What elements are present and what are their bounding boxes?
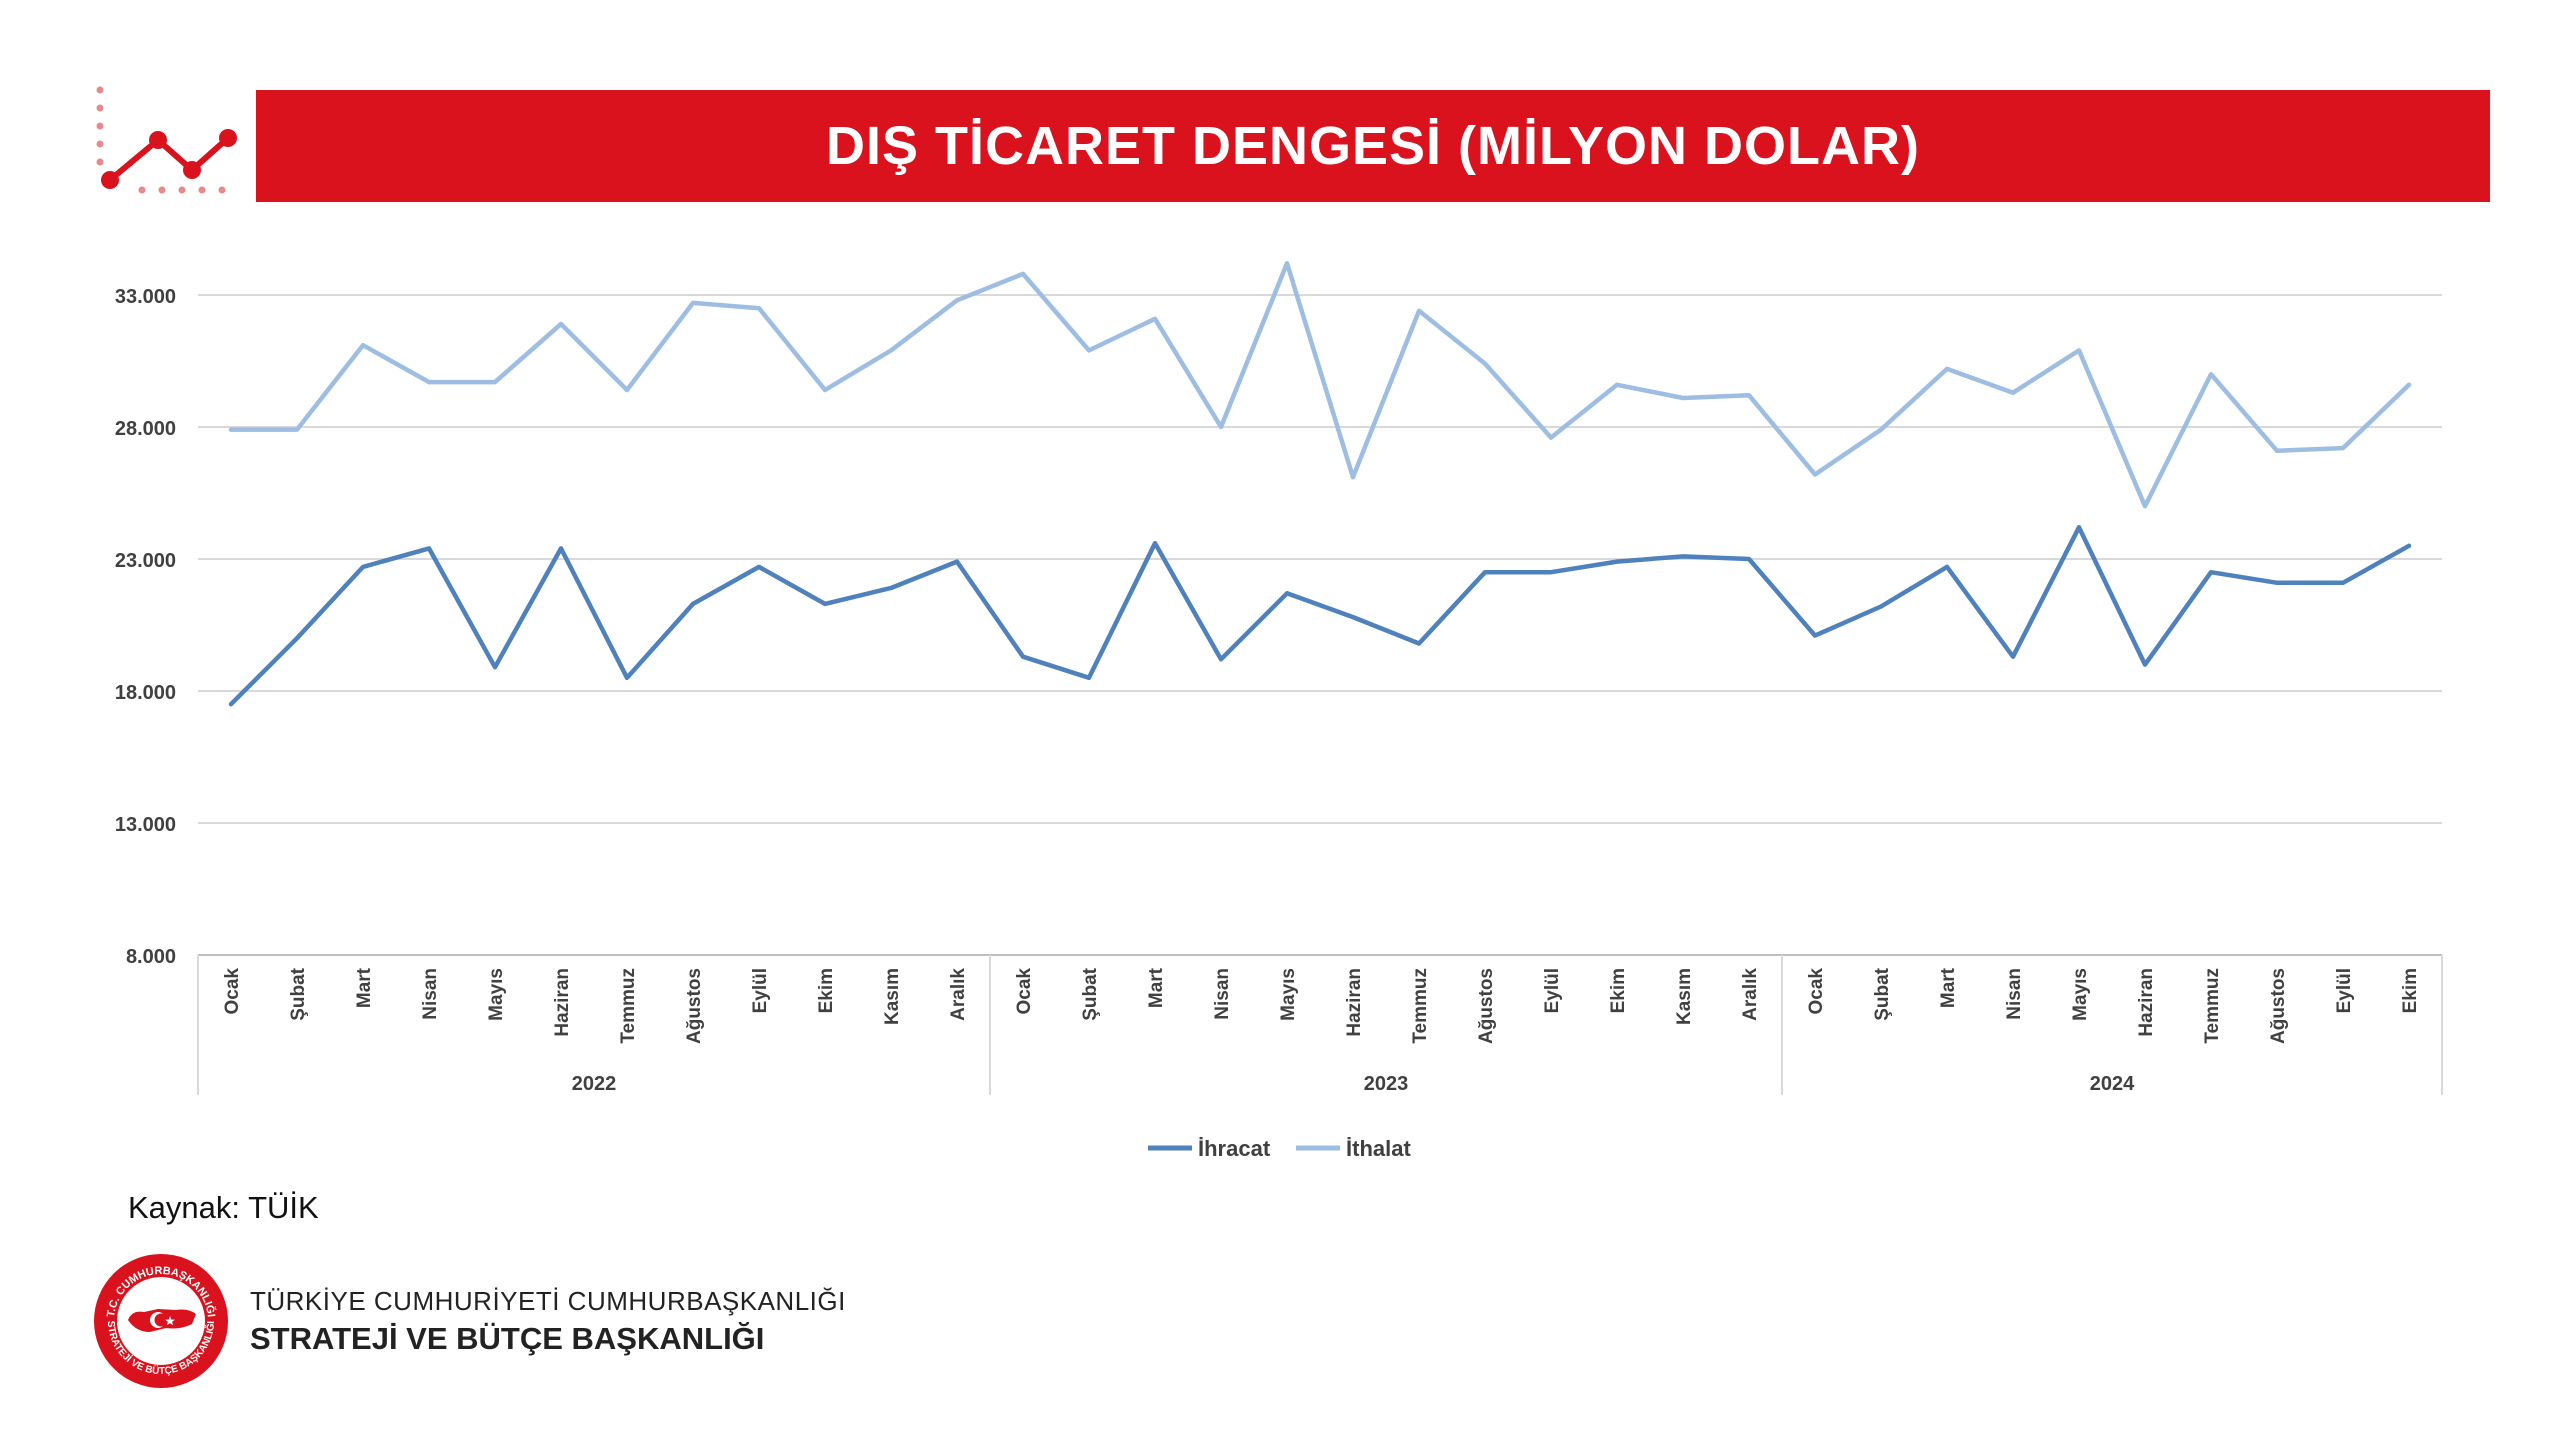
x-tick-label: Mart — [1146, 967, 1167, 1008]
x-tick-label: Temmuz — [618, 968, 639, 1044]
x-tick-label: Ağustos — [2268, 968, 2289, 1044]
x-tick-label: Kasım — [1674, 968, 1695, 1025]
title-banner: DIŞ TİCARET DENGESİ (MİLYON DOLAR) — [256, 90, 2490, 202]
x-tick-label: Ekim — [2400, 968, 2421, 1013]
x-tick-label: Haziran — [2136, 968, 2157, 1037]
x-tick-label: Aralık — [948, 968, 969, 1021]
x-tick-label: Aralık — [1740, 968, 1761, 1021]
legend: İhracat İthalat — [1148, 1136, 1411, 1161]
x-tick-label: Nisan — [420, 968, 441, 1020]
x-tick-label: Şubat — [1080, 967, 1101, 1020]
line-chart: 8.000 13.000 18.000 23.000 28.000 33.000 Ocak… — [115, 261, 2443, 1161]
series-lines — [228, 261, 2412, 707]
y-tick-label: 13.000 — [115, 814, 176, 836]
x-tick-label: Şubat — [288, 967, 309, 1020]
legend-label: İthalat — [1346, 1136, 1411, 1161]
y-tick-label: 33.000 — [115, 286, 176, 308]
x-tick-label: Nisan — [2004, 968, 2025, 1020]
x-tick-label: Ocak — [1806, 968, 1827, 1015]
y-axis: 8.000 13.000 18.000 23.000 28.000 33.000 — [115, 286, 176, 968]
x-tick-label: Ekim — [1608, 968, 1629, 1013]
x-tick-label: Şubat — [1872, 967, 1893, 1020]
y-tick-label: 28.000 — [115, 418, 176, 440]
x-tick-label: Ağustos — [684, 968, 705, 1044]
gridlines — [198, 294, 2442, 956]
chart-title: DIŞ TİCARET DENGESİ (MİLYON DOLAR) — [825, 116, 1921, 176]
y-tick-label: 18.000 — [115, 682, 176, 704]
series-line-ithalat — [228, 261, 2412, 509]
y-tick-label: 8.000 — [126, 946, 176, 968]
x-tick-label: Mart — [1938, 967, 1959, 1008]
x-tick-label: Temmuz — [1410, 968, 1431, 1044]
x-tick-label: Ocak — [222, 968, 243, 1015]
footer: T.C. CUMHURBAŞKANLIĞI STRATEJİ VE BÜTÇE … — [92, 1252, 846, 1390]
source-note: Kaynak: TÜİK — [128, 1190, 319, 1225]
x-tick-label: Haziran — [552, 968, 573, 1037]
series-line-ihracat — [228, 525, 2412, 707]
x-tick-label: Mayıs — [2070, 968, 2091, 1021]
x-tick-label: Eylül — [1542, 968, 1563, 1013]
x-tick-label: Haziran — [1344, 968, 1365, 1037]
org-name-line2: STRATEJİ VE BÜTÇE BAŞKANLIĞI — [250, 1320, 765, 1356]
seal-logo-icon: T.C. CUMHURBAŞKANLIĞI STRATEJİ VE BÜTÇE … — [94, 1254, 228, 1388]
x-tick-label: Mart — [354, 967, 375, 1008]
x-tick-label: Ağustos — [1476, 968, 1497, 1044]
x-tick-label: Nisan — [1212, 968, 1233, 1020]
x-tick-label: Ocak — [1014, 968, 1035, 1015]
x-tick-label: Eylül — [2334, 968, 2355, 1013]
trend-line-icon — [96, 86, 237, 194]
x-tick-label: Eylül — [750, 968, 771, 1013]
x-tick-label: Mayıs — [1278, 968, 1299, 1021]
year-group-label: 2022 — [572, 1073, 617, 1095]
org-name-line1: TÜRKİYE CUMHURİYETİ CUMHURBAŞKANLIĞI — [250, 1285, 846, 1316]
year-group-label: 2023 — [1364, 1073, 1409, 1095]
x-axis: Ocak Şubat Mart Nisan Mayıs Haziran Temmuz Ağus… — [197, 955, 2443, 1095]
x-tick-label: Temmuz — [2202, 968, 2223, 1044]
y-tick-label: 23.000 — [115, 550, 176, 572]
x-tick-label: Kasım — [882, 968, 903, 1025]
legend-label: İhracat — [1198, 1136, 1271, 1161]
year-group-label: 2024 — [2090, 1073, 2135, 1095]
x-tick-label: Mayıs — [486, 968, 507, 1021]
x-tick-label: Ekim — [816, 968, 837, 1013]
